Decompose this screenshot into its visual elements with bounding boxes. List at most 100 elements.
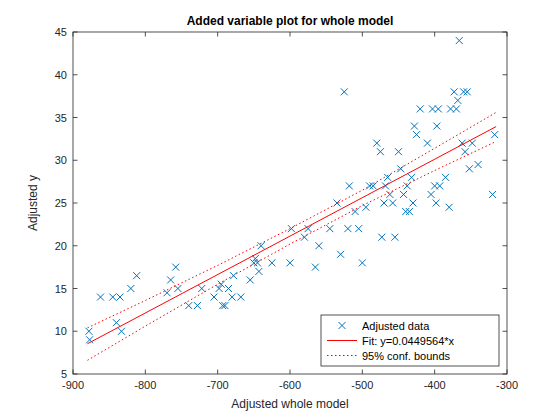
x-tick [507,32,508,37]
y-tick [73,117,78,118]
data-point [454,97,461,104]
data-point [172,264,179,271]
data-point [406,208,413,215]
y-tick [503,245,508,246]
data-point [373,140,380,147]
x-tick [73,32,74,37]
x-tick-label: -900 [62,379,84,391]
data-point [451,88,458,95]
legend-label: Fit: y=0.0449564*x [362,335,455,347]
x-tick-label: -800 [134,379,156,391]
x-tick-label: -400 [424,379,446,391]
x-tick [507,370,508,375]
data-point [97,294,104,301]
series-line [87,127,496,344]
title: Added variable plot for whole model [187,14,394,28]
legend-label: 95% conf. bounds [362,350,451,362]
y-tick [503,74,508,75]
data-point [218,281,225,288]
y-tick-label: 30 [55,154,67,166]
x-tick [290,32,291,37]
legend-swatch [327,340,357,341]
data-point [326,225,333,232]
y-tick-label: 5 [61,368,67,380]
data-point [464,88,471,95]
data-point [428,191,435,198]
data-point [433,123,440,130]
data-point [424,140,431,147]
y-tick-label: 15 [55,283,67,295]
data-point [221,302,228,309]
y-tick-label: 45 [55,26,67,38]
data-point [402,208,409,215]
data-point [312,264,319,271]
data-point [436,182,443,189]
data-point [211,294,218,301]
x-tick [145,32,146,37]
x-tick [145,370,146,375]
data-point [341,88,348,95]
data-point [453,105,460,112]
data-point [133,272,140,279]
y-tick [73,288,78,289]
series-line [87,112,496,327]
data-point [355,225,362,232]
data-point [118,328,125,335]
y-tick [503,374,508,375]
data-point [397,165,404,172]
data-point [268,259,275,266]
data-point [164,289,171,296]
y-tick [503,32,508,33]
y-tick [503,331,508,332]
data-point [359,259,366,266]
background [0,0,560,420]
y-tick [73,203,78,204]
data-point [456,37,463,44]
y-tick-label: 25 [55,197,67,209]
y-axis-label: Adjusted y [26,175,40,231]
y-tick [73,74,78,75]
x-tick [362,370,363,375]
data-point [287,259,294,266]
x-tick-label: -700 [207,379,229,391]
data-point [254,259,261,266]
data-point [413,131,420,138]
x-tick [290,370,291,375]
data-point [435,105,442,112]
axes-box [73,32,507,374]
legend: Adjusted data Fit: y=0.0449564*x 95% conf.… [321,315,499,366]
data-point [85,328,92,335]
data-point [337,251,344,258]
data-point [255,268,262,275]
data-point [475,161,482,168]
data-point [447,105,454,112]
data-point [225,285,232,292]
data-point [352,208,359,215]
legend-swatch [339,322,346,329]
x-tick [73,370,74,375]
legend-box [321,315,499,366]
plot-area [73,32,507,374]
data-point [127,285,134,292]
data-point [198,285,205,292]
data-point [462,148,469,155]
data-point [378,234,385,241]
data-point [386,191,393,198]
data-point [113,319,120,326]
y-tick [503,288,508,289]
y-tick-label: 10 [55,325,67,337]
data-point [466,165,473,172]
data-point [247,276,254,283]
data-point [491,131,498,138]
legend-label: Adjusted data [362,320,430,332]
data-point [334,200,341,207]
data-point [409,200,416,207]
y-tick [73,374,78,375]
data-point [194,302,201,309]
x-tick [217,32,218,37]
data-point [109,294,116,301]
data-point [229,294,236,301]
y-tick-label: 20 [55,240,67,252]
data-point [237,294,244,301]
x-tick [217,370,218,375]
